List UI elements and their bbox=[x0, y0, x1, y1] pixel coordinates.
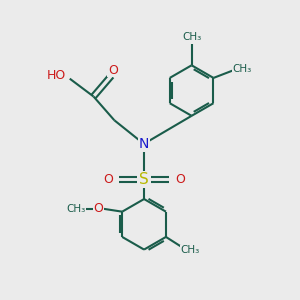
Text: CH₃: CH₃ bbox=[181, 245, 200, 255]
Text: O: O bbox=[108, 64, 118, 77]
Text: CH₃: CH₃ bbox=[182, 32, 201, 42]
Text: CH₃: CH₃ bbox=[67, 204, 86, 214]
Text: S: S bbox=[139, 172, 149, 187]
Text: CH₃: CH₃ bbox=[232, 64, 251, 74]
Text: O: O bbox=[94, 202, 103, 215]
Text: O: O bbox=[176, 173, 185, 186]
Text: HO: HO bbox=[47, 69, 66, 82]
Text: O: O bbox=[103, 173, 113, 186]
Text: N: N bbox=[139, 137, 149, 151]
